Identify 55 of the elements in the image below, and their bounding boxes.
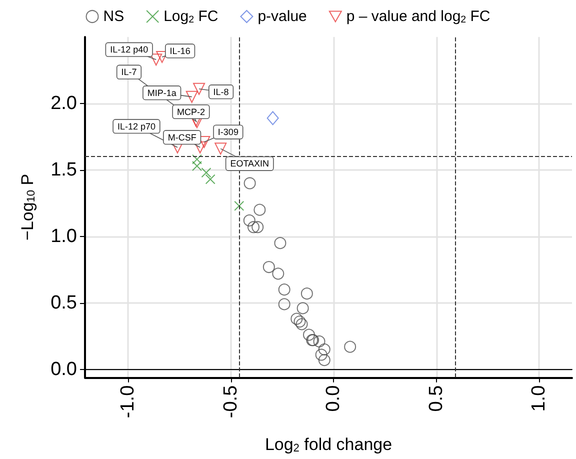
annotation: IL-12 p40: [110, 44, 148, 55]
point: [186, 90, 198, 103]
annotation: M-CSF: [168, 132, 197, 142]
point: [272, 268, 284, 280]
x-tick-label: 1.0: [528, 385, 550, 412]
y-tick-label: 2.0: [50, 92, 77, 114]
point: [278, 298, 290, 310]
annotation: MCP-2: [176, 106, 205, 117]
x-axis-title: Log2 fold change: [264, 435, 392, 454]
y-axis-title: −Log10 P: [18, 174, 38, 240]
legend-label: p-value: [258, 8, 307, 25]
point: [294, 316, 306, 328]
y-tick-label: 1.5: [50, 159, 77, 180]
annotation: IL-16: [170, 46, 190, 56]
point: [262, 261, 275, 273]
point: [290, 312, 303, 325]
y-tick-label: 0.5: [50, 292, 77, 314]
point: [300, 288, 313, 300]
annotation: IL-12 p70: [117, 121, 156, 132]
point: [214, 142, 227, 155]
point: [248, 221, 260, 234]
point: [318, 354, 330, 366]
point: [150, 54, 162, 66]
annotation: EOTAXIN: [230, 158, 270, 169]
point: [266, 111, 279, 126]
point: [234, 200, 244, 211]
legend-label: NS: [103, 8, 124, 25]
point: [244, 177, 256, 190]
x-tick-label: -0.5: [220, 385, 242, 418]
point: [243, 214, 256, 226]
legend-label: Log2 FC: [164, 8, 218, 26]
point: [201, 168, 212, 178]
point: [296, 318, 308, 330]
point: [205, 174, 216, 184]
annotation: IL-8: [213, 86, 229, 97]
x-tick-label: 0.0: [323, 385, 344, 412]
x-tick-label: 0.5: [426, 385, 447, 412]
point: [313, 335, 326, 348]
point: [296, 302, 309, 314]
point: [254, 204, 266, 216]
annotation: I-309: [218, 127, 238, 138]
legend-label: p – value and log2 FC: [346, 8, 490, 26]
annotation: IL-7: [121, 67, 137, 78]
point: [193, 82, 206, 95]
point: [302, 328, 315, 341]
point: [318, 343, 330, 356]
annotation: MIP-1a: [147, 88, 176, 98]
point: [315, 348, 328, 361]
point: [344, 340, 356, 353]
y-tick-label: 1.0: [50, 226, 77, 247]
point: [274, 237, 286, 250]
point: [278, 284, 290, 296]
y-tick-label: 0.0: [50, 358, 77, 380]
x-tick-label: -1.0: [118, 385, 139, 418]
point: [252, 221, 264, 234]
